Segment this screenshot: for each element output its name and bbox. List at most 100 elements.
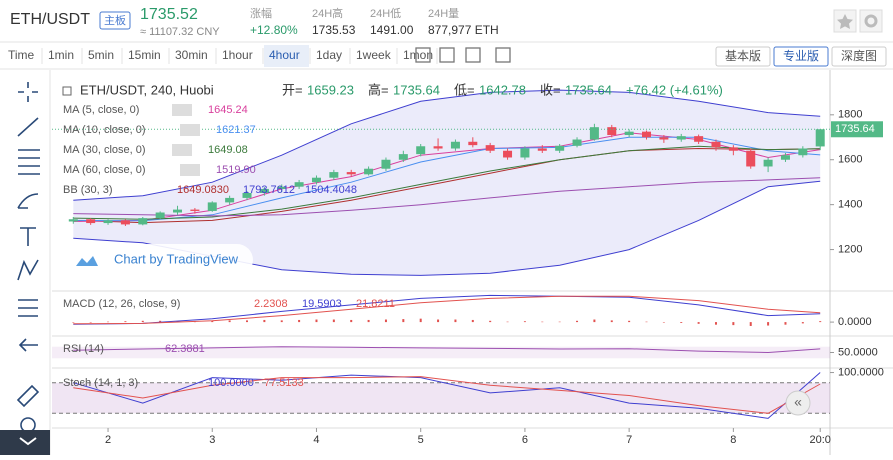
candle-type-button[interactable] [415, 47, 431, 63]
settings-button[interactable] [859, 9, 883, 33]
stat-value: 1491.00 [370, 23, 414, 37]
toolbar: Time 1min 5min 15min 30min 1hour 4hour 1day 1wee… [8, 45, 887, 67]
stoch-value: 100.0000 [208, 377, 254, 389]
interval[interactable]: 1day [316, 48, 342, 62]
candle-body [468, 141, 478, 146]
interval[interactable]: 5min [88, 48, 114, 62]
cny: ≈ 11107.32 CNY [140, 26, 220, 38]
macd-hist [541, 321, 544, 323]
stat-label: 24H量 [428, 7, 459, 20]
crosshair-tool[interactable] [18, 82, 38, 102]
macd-hist [72, 322, 75, 323]
y-tick-label: 1200 [838, 243, 862, 255]
stoch-name: Stoch (14, 1, 3) [63, 377, 138, 389]
interval[interactable]: 1week [356, 48, 392, 62]
view-button[interactable] [773, 46, 829, 67]
scroll-button[interactable] [785, 390, 811, 416]
ma-name: MA (30, close, 0) [63, 144, 146, 156]
macd-hist [610, 320, 613, 323]
macd-hist [489, 320, 492, 323]
screenshot-button[interactable] [495, 47, 511, 63]
ma-value: 1621.37 [216, 124, 256, 136]
drawing-tools [0, 82, 50, 455]
fib-tool[interactable] [18, 149, 40, 175]
trend-line-tool[interactable] [17, 117, 39, 137]
ma-settings[interactable] [180, 164, 200, 176]
ohlc-label: 高= [368, 82, 389, 97]
ma-value: 1645.24 [208, 104, 248, 116]
pattern-tool[interactable] [17, 259, 39, 281]
candle-body [537, 148, 547, 151]
gear [864, 14, 878, 28]
macd-hist [124, 321, 127, 323]
moving-average [73, 177, 821, 217]
credit[interactable]: Chart by TradingView [114, 251, 239, 266]
candle-body [555, 145, 565, 151]
macd-hist [454, 319, 457, 323]
ma-settings[interactable] [180, 124, 200, 136]
text-tool[interactable] [20, 227, 36, 246]
header-bg [0, 0, 893, 42]
ohlc-value: 1735.64 [565, 82, 612, 97]
stat-label: 24H低 [370, 7, 401, 20]
macd-hist [298, 319, 301, 323]
brush-tool[interactable] [17, 193, 39, 209]
candle-body [694, 136, 704, 142]
bb-value: 1504.4048 [305, 184, 357, 196]
rsi-value: 62.3881 [165, 343, 205, 355]
interval[interactable]: 30min [175, 48, 208, 62]
interval[interactable]: 1min [48, 48, 74, 62]
bb-middle [73, 147, 821, 224]
view-button[interactable] [831, 46, 887, 67]
indicators-button[interactable] [439, 47, 455, 63]
candle-body [450, 141, 460, 149]
interval[interactable]: 4hour [269, 48, 300, 62]
ma-value: 1649.08 [208, 144, 248, 156]
ruler-tool[interactable] [16, 384, 40, 408]
view-button[interactable] [715, 46, 771, 67]
y-tick-label: 0.0000 [838, 316, 872, 328]
y-tick-label: 50.0000 [838, 346, 878, 358]
y-tick-label: 1800 [838, 109, 862, 121]
measure-tool[interactable] [18, 299, 38, 317]
candle-body [798, 148, 808, 156]
interval[interactable]: Time [8, 48, 35, 62]
y-tick-label: 100.0000 [838, 366, 884, 378]
macd-hist [749, 322, 752, 326]
candle-body [259, 188, 269, 193]
ma-name: MA (10, close, 0) [63, 124, 146, 136]
bb-fill [73, 90, 821, 276]
macd-hist [315, 319, 318, 323]
macd-hist [367, 319, 370, 323]
candle-body [572, 139, 582, 146]
candle-body [329, 172, 339, 178]
candle-body [311, 177, 321, 183]
back-tool[interactable] [18, 338, 38, 352]
x-tick-label: 2 [105, 434, 111, 446]
macd-hist [350, 319, 353, 323]
macd-hist [576, 320, 579, 323]
x-tick-label: 3 [209, 434, 215, 446]
stoch-d [73, 376, 821, 414]
candle-body [815, 129, 825, 147]
interval[interactable]: 1mon [403, 48, 433, 62]
stoch-value: 77.5133 [264, 377, 304, 389]
view-label: 深度图 [841, 48, 877, 63]
macd-hist [680, 322, 683, 323]
candle-body [416, 146, 426, 155]
collapse-legend[interactable] [62, 86, 72, 96]
macd-hist [246, 320, 248, 323]
ma-settings[interactable] [172, 104, 192, 116]
last-price-label: 1735.64 [835, 123, 875, 135]
ma-settings[interactable] [172, 144, 192, 156]
macd-hist [263, 319, 266, 323]
fullscreen-button[interactable] [465, 47, 481, 63]
macd-hist [419, 318, 422, 323]
bb-value: 1649.0830 [177, 184, 229, 196]
moving-average [73, 145, 821, 220]
interval[interactable]: 1hour [222, 48, 253, 62]
interval[interactable]: 15min [128, 48, 161, 62]
candle-body [190, 209, 200, 211]
macd-value: 21.8211 [356, 298, 395, 310]
